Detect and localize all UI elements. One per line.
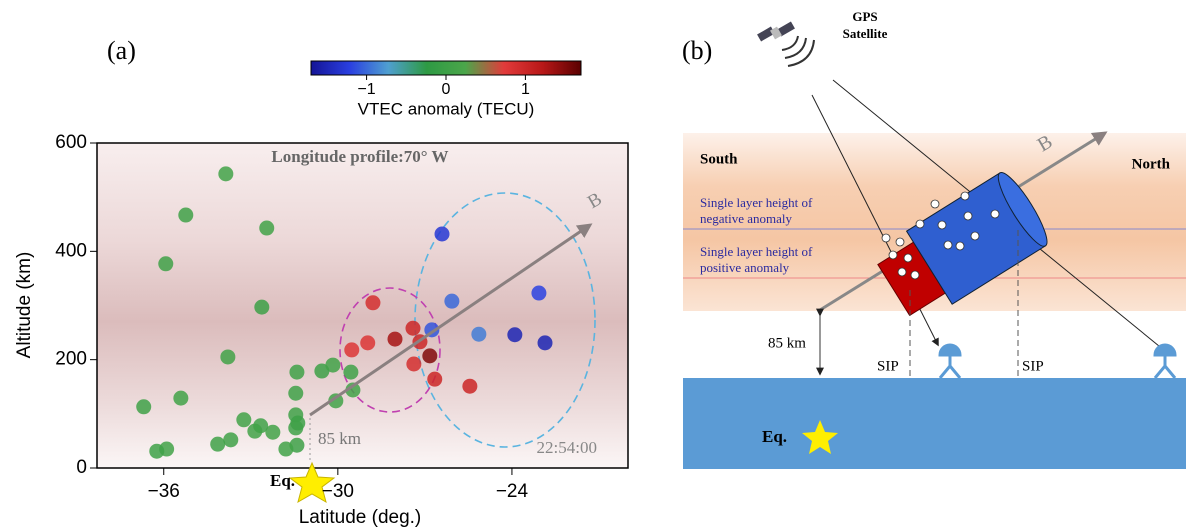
panel-label: (b) xyxy=(682,36,712,65)
x-tick-label: −30 xyxy=(322,481,354,502)
layer-label: negative anomaly xyxy=(700,211,793,226)
point xyxy=(343,364,359,380)
x-tick-label: −36 xyxy=(148,481,180,502)
colorbar-tick-label: 1 xyxy=(521,81,530,98)
point xyxy=(434,226,450,242)
satellite xyxy=(757,21,815,67)
point xyxy=(314,363,330,379)
panel-a: (a) VTEC anomaly (TECU) Longitude profil… xyxy=(14,36,629,528)
point xyxy=(278,441,294,457)
panel-b: (b) GPS Satellite B South North Single l… xyxy=(682,9,1186,469)
plot-background xyxy=(97,143,628,468)
satellite-label: GPS xyxy=(852,9,877,24)
point xyxy=(218,166,234,182)
point xyxy=(345,382,361,398)
north-label: North xyxy=(1132,156,1171,172)
epicenter-star xyxy=(288,461,336,504)
point xyxy=(462,378,478,394)
point xyxy=(265,424,281,440)
x-tick-label: −24 xyxy=(496,481,529,502)
point xyxy=(531,285,547,301)
point xyxy=(223,432,239,448)
point xyxy=(405,320,421,336)
colorbar-tick-label: 0 xyxy=(442,81,451,98)
colorbar-label: VTEC anomaly (TECU) xyxy=(358,99,535,118)
height-label: 85 km xyxy=(318,429,361,448)
point xyxy=(422,348,438,364)
point xyxy=(471,326,487,342)
point xyxy=(254,299,270,315)
sip-label: SIP xyxy=(877,358,899,374)
point xyxy=(288,420,304,436)
height-label: 85 km xyxy=(768,335,806,351)
point xyxy=(328,393,344,409)
point xyxy=(406,356,422,372)
x-axis-label: Latitude (deg.) xyxy=(299,507,422,528)
time-label: 22:54:00 xyxy=(537,438,597,457)
point xyxy=(537,335,553,351)
charges xyxy=(881,191,1000,280)
point xyxy=(158,256,174,272)
point xyxy=(247,423,263,439)
point xyxy=(259,220,275,236)
plot-frame xyxy=(96,142,629,469)
point xyxy=(365,295,381,311)
y-tick-label: 400 xyxy=(55,240,87,261)
point xyxy=(387,331,403,347)
y-tick-label: 600 xyxy=(55,132,87,153)
satellite-label: Satellite xyxy=(843,26,888,41)
point xyxy=(149,443,165,459)
blue-region xyxy=(414,192,596,448)
ground xyxy=(683,378,1186,469)
point xyxy=(444,293,460,309)
y-tick-label: 200 xyxy=(55,349,87,370)
equator-label: Eq. xyxy=(270,471,295,490)
point xyxy=(325,357,341,373)
chart-title: Longitude profile:70° W xyxy=(271,147,448,166)
south-label: South xyxy=(700,151,738,167)
point xyxy=(173,390,189,406)
receivers xyxy=(938,343,1177,379)
point xyxy=(427,371,443,387)
field-arrow xyxy=(309,223,593,417)
layer-label: Single layer height of xyxy=(700,244,813,259)
point xyxy=(220,349,236,365)
point xyxy=(344,342,360,358)
epicenter-star xyxy=(802,420,838,454)
colorbar-tick-label: −1 xyxy=(357,81,375,98)
layer-label: positive anomaly xyxy=(700,260,790,275)
y-tick-label: 0 xyxy=(76,457,87,478)
layer-label: Single layer height of xyxy=(700,195,813,210)
equator-label: Eq. xyxy=(762,427,787,446)
point xyxy=(236,412,252,428)
point xyxy=(210,436,226,452)
point xyxy=(178,207,194,223)
y-axis-label: Altitude (km) xyxy=(14,252,35,359)
colorbar xyxy=(310,60,582,76)
red-region xyxy=(339,287,441,413)
point xyxy=(360,335,376,351)
sip-label: SIP xyxy=(1022,358,1044,374)
point xyxy=(288,385,304,401)
point xyxy=(507,327,523,343)
point xyxy=(136,399,152,415)
panel-label: (a) xyxy=(107,36,136,65)
point xyxy=(289,364,305,380)
